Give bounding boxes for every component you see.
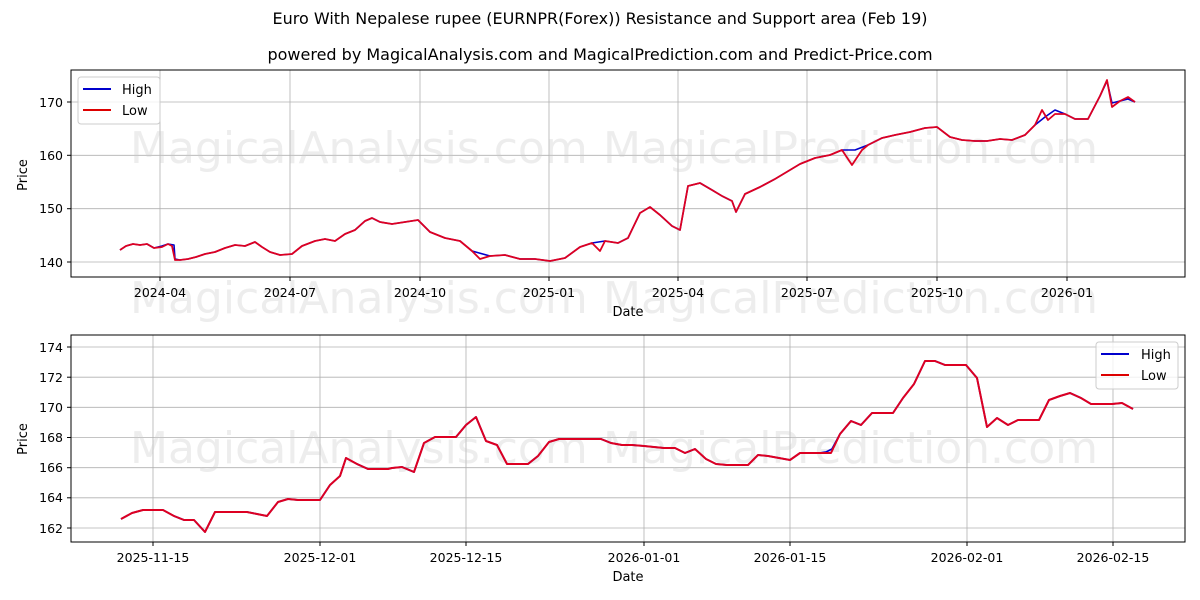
top-grid <box>71 70 1185 277</box>
bottom-low-line <box>120 360 1134 533</box>
bottom-xtick: 2025-11-15 <box>117 550 190 565</box>
bottom-ytick-170: 170 <box>39 400 63 415</box>
bottom-axes-frame <box>70 334 1186 543</box>
top-xtick: 2025-07 <box>781 285 833 300</box>
top-xaxis-label: Date <box>612 305 643 320</box>
legend-low-label: Low <box>1141 369 1167 384</box>
top-xtick: 2024-07 <box>264 285 316 300</box>
chart-title: Euro With Nepalese rupee (EURNPR(Forex))… <box>272 9 928 28</box>
top-axes-frame <box>70 69 1186 278</box>
bottom-ytick-162: 162 <box>39 521 63 536</box>
top-legend: High Low <box>77 76 161 125</box>
legend-high-label: High <box>122 83 152 98</box>
top-ytick-150: 150 <box>39 201 63 216</box>
top-low-line <box>119 79 1136 262</box>
top-xtick: 2024-04 <box>134 285 186 300</box>
watermark-top-1: MagicalAnalysis.com <box>130 123 588 174</box>
bottom-xtick: 2026-02-15 <box>1077 550 1150 565</box>
top-ytick-160: 160 <box>39 148 63 163</box>
watermark-mid-1: MagicalAnalysis.com <box>130 273 588 324</box>
bottom-xtick: 2026-01-01 <box>608 550 681 565</box>
chart-subtitle: powered by MagicalAnalysis.com and Magic… <box>267 45 933 64</box>
bottom-xtick: 2025-12-01 <box>284 550 357 565</box>
bottom-ytick-164: 164 <box>39 490 63 505</box>
top-xtick: 2024-10 <box>394 285 446 300</box>
bottom-legend: High Low <box>1095 341 1179 390</box>
bottom-yaxis-label: Price <box>16 423 31 455</box>
legend-high-label: High <box>1141 348 1171 363</box>
watermark-bottom-2: MagicalPrediction.com <box>603 423 1098 474</box>
top-xtick: 2025-10 <box>911 285 963 300</box>
bottom-ytick-174: 174 <box>39 340 63 355</box>
bottom-xtick: 2026-02-01 <box>931 550 1004 565</box>
bottom-xtick: 2026-01-15 <box>754 550 827 565</box>
bottom-xaxis-label: Date <box>612 570 643 585</box>
top-xtick: 2026-01 <box>1041 285 1093 300</box>
bottom-ytick-172: 172 <box>39 370 63 385</box>
bottom-chart: MagicalAnalysis.com MagicalPrediction.co… <box>16 334 1186 585</box>
watermark-bottom-1: MagicalAnalysis.com <box>130 423 588 474</box>
legend-low-label: Low <box>122 104 148 119</box>
top-ytick-170: 170 <box>39 95 63 110</box>
top-xtick: 2025-04 <box>652 285 704 300</box>
bottom-xtick: 2025-12-15 <box>430 550 503 565</box>
top-xtick: 2025-01 <box>523 285 575 300</box>
top-yaxis-label: Price <box>16 159 31 191</box>
top-ytick-140: 140 <box>39 255 63 270</box>
bottom-ytick-168: 168 <box>39 430 63 445</box>
top-chart: MagicalAnalysis.com MagicalPrediction.co… <box>16 69 1186 324</box>
watermark-top-2: MagicalPrediction.com <box>603 123 1098 174</box>
watermark-mid-2: MagicalPrediction.com <box>603 273 1098 324</box>
bottom-ytick-166: 166 <box>39 460 63 475</box>
